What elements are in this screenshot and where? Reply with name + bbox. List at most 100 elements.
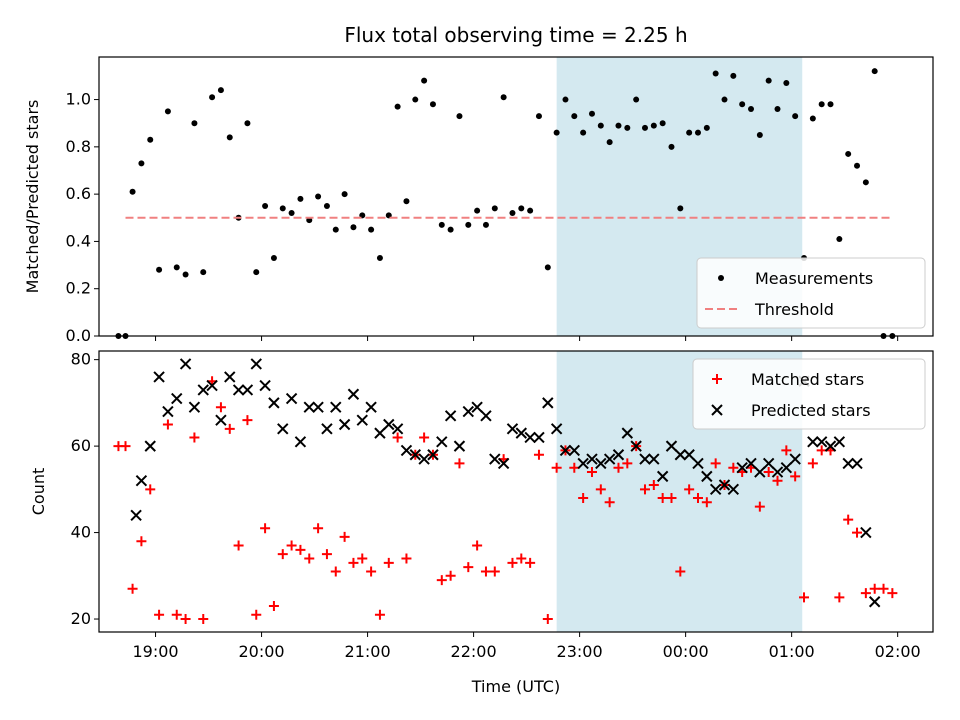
data-point <box>712 70 719 77</box>
data-point <box>659 120 666 127</box>
data-point <box>535 113 542 120</box>
data-point <box>153 371 165 383</box>
data-point <box>162 419 173 430</box>
data-point <box>313 523 324 534</box>
data-point <box>427 449 439 461</box>
data-point <box>553 129 560 136</box>
data-point <box>675 566 686 577</box>
data-point <box>268 601 279 612</box>
data-point <box>509 210 516 217</box>
data-point <box>745 457 757 470</box>
ratio-panel: 0.0 0.2 0.4 0.6 0.8 1.0 Matched/Predicted star… <box>23 56 934 345</box>
data-point <box>462 405 474 418</box>
data-point <box>482 221 489 228</box>
x-tick-label: 21:00 <box>345 642 391 661</box>
data-point <box>586 467 597 478</box>
data-point <box>436 575 447 586</box>
data-point <box>739 101 746 108</box>
data-point <box>701 497 712 508</box>
data-point <box>595 484 606 495</box>
data-point <box>815 436 828 448</box>
data-point <box>790 471 801 482</box>
y-tick-label: 80 <box>71 350 91 369</box>
data-point <box>756 132 763 139</box>
data-point <box>710 458 721 469</box>
data-point <box>762 457 775 470</box>
data-point <box>518 205 525 212</box>
y-tick-label: 60 <box>71 436 91 455</box>
data-point <box>551 462 562 473</box>
data-point <box>232 384 245 396</box>
data-point <box>606 139 613 146</box>
data-point <box>692 457 704 470</box>
data-point <box>809 115 816 122</box>
data-point <box>665 440 678 452</box>
data-point <box>550 423 563 435</box>
data-point <box>253 269 260 276</box>
data-point <box>480 410 492 422</box>
data-point <box>330 566 341 577</box>
data-point <box>500 94 507 101</box>
data-point <box>542 614 553 625</box>
data-point <box>171 609 182 620</box>
legend-swatch <box>712 374 722 384</box>
data-point <box>754 501 765 512</box>
y-tick-label: 0.0 <box>66 326 91 345</box>
data-point <box>728 462 739 473</box>
data-point <box>350 224 357 231</box>
data-point <box>845 150 852 157</box>
data-point <box>580 129 587 136</box>
data-point <box>285 392 298 405</box>
data-point <box>506 423 519 435</box>
data-point <box>270 254 277 261</box>
data-point <box>474 207 481 214</box>
data-point <box>279 205 286 212</box>
data-point <box>173 264 180 271</box>
data-point <box>356 414 368 426</box>
data-point <box>597 122 604 129</box>
data-point <box>525 557 536 568</box>
y-tick-label: 1.0 <box>66 90 91 109</box>
data-point <box>383 557 394 568</box>
data-point <box>684 484 695 495</box>
data-point <box>878 583 889 594</box>
x-tick-label: 20:00 <box>239 642 285 661</box>
data-point <box>571 113 578 120</box>
data-point <box>135 474 148 487</box>
data-point <box>869 583 880 594</box>
data-point <box>542 397 554 409</box>
data-point <box>348 557 359 568</box>
data-point <box>321 549 332 560</box>
data-point <box>200 269 207 276</box>
data-point <box>641 124 648 131</box>
data-point <box>860 588 871 599</box>
data-point <box>736 462 748 474</box>
data-point <box>639 453 651 465</box>
data-point <box>262 202 269 209</box>
legend: Measurements Threshold <box>696 257 926 329</box>
data-point <box>217 87 224 94</box>
data-point <box>489 566 500 577</box>
data-point <box>668 143 675 150</box>
data-point <box>630 440 642 452</box>
data-point <box>868 596 881 608</box>
data-point <box>445 570 456 581</box>
data-point <box>260 523 271 534</box>
data-point <box>783 80 790 87</box>
x-tick-label: 01:00 <box>769 642 815 661</box>
data-point <box>127 583 138 594</box>
data-point <box>771 466 784 478</box>
y-tick-label: 0.6 <box>66 184 91 203</box>
data-point <box>463 562 474 573</box>
data-point <box>774 106 781 113</box>
data-point <box>383 418 395 431</box>
data-point <box>851 457 863 470</box>
data-point <box>429 101 436 108</box>
data-point <box>338 418 351 431</box>
data-point <box>471 401 483 413</box>
data-point <box>312 401 324 413</box>
plot-frame <box>98 350 934 633</box>
data-point <box>807 436 819 448</box>
data-point <box>189 432 200 443</box>
